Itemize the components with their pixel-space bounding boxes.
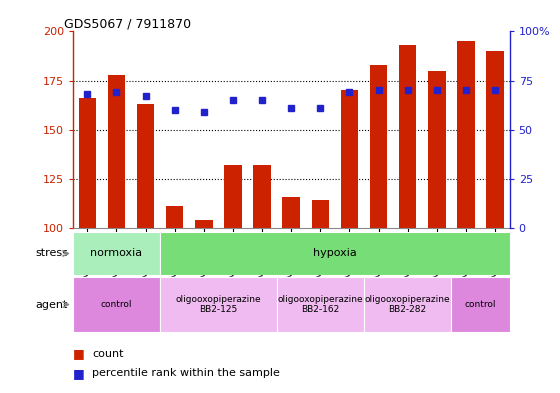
Text: count: count xyxy=(92,349,124,359)
Text: GDS5067 / 7911870: GDS5067 / 7911870 xyxy=(64,17,191,30)
Text: oligooxopiperazine
BB2-282: oligooxopiperazine BB2-282 xyxy=(365,295,450,314)
Text: ■: ■ xyxy=(73,367,85,380)
Text: agent: agent xyxy=(35,299,67,310)
Bar xyxy=(399,45,417,228)
Text: control: control xyxy=(101,300,132,309)
Bar xyxy=(195,220,213,228)
Bar xyxy=(428,71,446,228)
Text: oligooxopiperazine
BB2-162: oligooxopiperazine BB2-162 xyxy=(278,295,363,314)
Bar xyxy=(78,98,96,228)
Bar xyxy=(160,277,277,332)
Text: oligooxopiperazine
BB2-125: oligooxopiperazine BB2-125 xyxy=(176,295,261,314)
Bar xyxy=(370,65,388,228)
Text: ■: ■ xyxy=(73,347,85,360)
Bar xyxy=(224,165,242,228)
Text: hypoxia: hypoxia xyxy=(313,248,357,259)
Bar xyxy=(73,277,160,332)
Text: stress: stress xyxy=(35,248,68,259)
Text: control: control xyxy=(465,300,496,309)
Bar xyxy=(160,232,510,275)
Bar xyxy=(282,196,300,228)
Text: percentile rank within the sample: percentile rank within the sample xyxy=(92,368,280,378)
Bar xyxy=(73,232,160,275)
Bar xyxy=(277,277,364,332)
Bar xyxy=(486,51,504,228)
Bar xyxy=(364,277,451,332)
Bar xyxy=(451,277,510,332)
Bar xyxy=(108,75,125,228)
Bar xyxy=(340,90,358,228)
Bar xyxy=(311,200,329,228)
Bar xyxy=(253,165,271,228)
Bar xyxy=(166,206,184,228)
Bar xyxy=(457,41,475,228)
Text: normoxia: normoxia xyxy=(90,248,143,259)
Bar xyxy=(137,104,155,228)
